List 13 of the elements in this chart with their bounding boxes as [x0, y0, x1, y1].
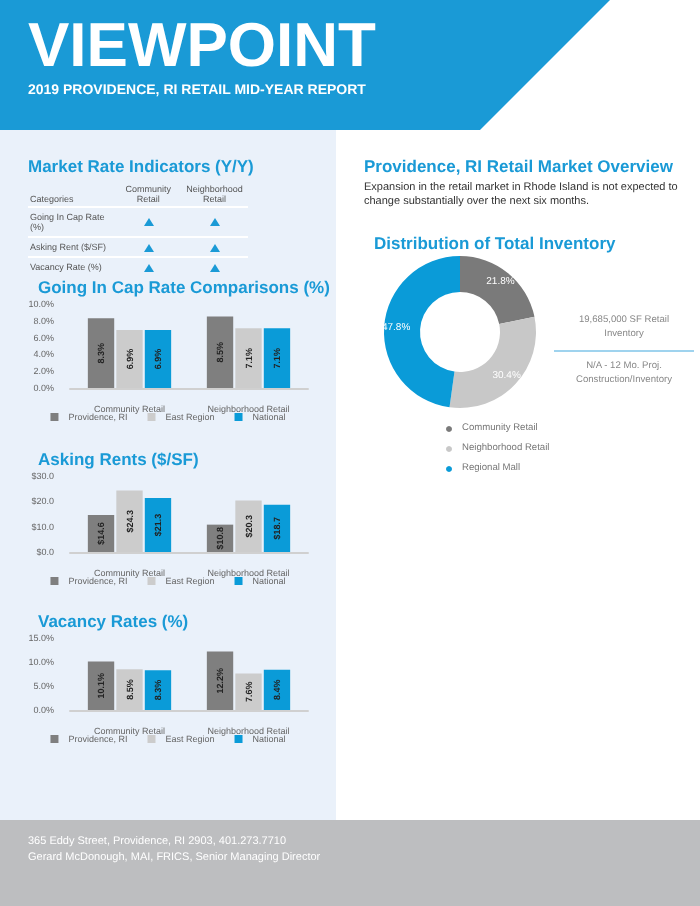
bar [144, 498, 172, 552]
text: Market Rate Indicators (Y/Y) [28, 156, 256, 176]
chart-title: Distribution of Total Inventory [374, 233, 616, 253]
bar [87, 318, 115, 388]
text: Providence, RI Retail Market Overview [364, 156, 675, 176]
text: VIEWPOINT [28, 10, 378, 80]
bar [263, 328, 291, 388]
bar [144, 330, 172, 388]
chart-title: Going In Cap Rate Comparisons (%) [38, 277, 331, 297]
bar [206, 651, 234, 710]
chart-title: Vacancy Rates (%) [38, 611, 189, 631]
bar [206, 316, 234, 388]
chart-title: Asking Rents ($/SF) [38, 449, 199, 469]
